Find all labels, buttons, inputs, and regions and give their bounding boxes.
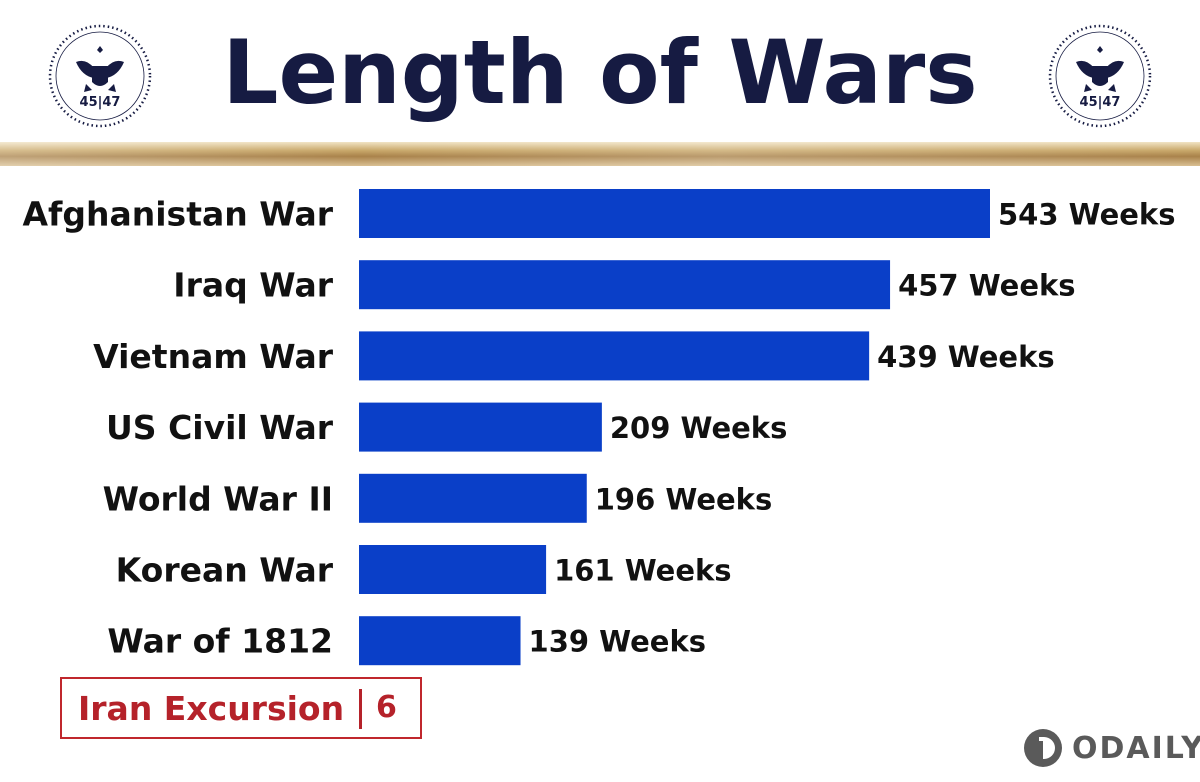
bar-value-label: 139 Weeks [529,625,706,659]
bar-value-label: 161 Weeks [554,554,731,588]
category-label: Iraq War [173,266,333,305]
presidential-seal-icon-left: 45|47 [48,24,152,128]
bar-value-label: 196 Weeks [595,482,772,516]
category-label: War of 1812 [107,622,333,661]
category-label: Vietnam War [93,337,334,376]
presidential-seal-icon-right: 45|47 [1048,24,1152,128]
bar [359,189,990,238]
bar-value-label: 209 Weeks [610,411,787,445]
category-label: Korean War [116,551,334,590]
bar [359,545,547,594]
bar [359,331,870,381]
category-label: US Civil War [106,408,334,447]
iran-excursion-callout: Iran Excursion 6 [60,677,422,739]
odaily-brand: ODAILY [1022,726,1200,770]
iran-excursion-label: Iran Excursion [78,688,345,728]
bar-value-label: 439 Weeks [877,340,1054,374]
bar-value-label: 543 Weeks [998,198,1175,232]
brand-name: ODAILY [1072,730,1200,766]
callout-divider [359,689,362,729]
gold-divider-band [0,142,1200,166]
category-label: Afghanistan War [22,195,333,234]
bar [359,260,891,310]
odaily-logo-icon [1024,729,1062,767]
seal-text-left: 45|47 [80,95,121,110]
iran-excursion-value: 6 [376,690,397,725]
bar [359,402,602,452]
category-label: World War II [103,479,333,518]
bar [359,473,587,523]
bar [359,616,521,666]
bar-value-label: 457 Weeks [898,269,1075,303]
seal-text-right: 45|47 [1080,95,1121,110]
page-title: Length of Wars [222,21,978,124]
